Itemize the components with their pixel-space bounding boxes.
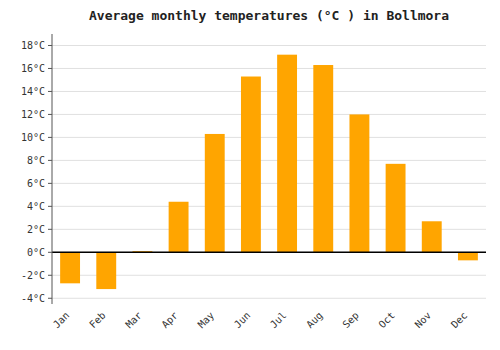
y-tick — [48, 229, 52, 230]
y-tick — [48, 206, 52, 207]
x-tick-label: May — [196, 310, 217, 331]
grid — [52, 45, 486, 298]
y-tick-label: -4°C — [21, 293, 45, 304]
x-tick-label: Feb — [87, 310, 108, 331]
chart-container: Average monthly temperatures (°C ) in Bo… — [0, 0, 500, 350]
grid-line — [52, 275, 486, 276]
y-tick — [48, 114, 52, 115]
x-tick-label: Dec — [449, 310, 470, 331]
bar — [349, 114, 369, 252]
y-tick-label: 16°C — [21, 63, 45, 74]
y-tick-label: 12°C — [21, 109, 45, 120]
grid-line — [52, 91, 486, 92]
bar — [422, 221, 442, 252]
y-axis — [52, 34, 53, 304]
y-tick-label: 2°C — [27, 224, 45, 235]
y-tick-label: 18°C — [21, 40, 45, 51]
grid-line — [52, 114, 486, 115]
y-tick — [48, 252, 52, 253]
y-tick — [48, 298, 52, 299]
y-tick — [48, 91, 52, 92]
y-tick-label: 10°C — [21, 132, 45, 143]
x-tick-label: Jan — [51, 310, 72, 331]
y-tick — [48, 183, 52, 184]
x-tick-label: Jun — [232, 310, 253, 331]
bar — [96, 252, 116, 289]
bars — [60, 55, 478, 289]
y-tick — [48, 137, 52, 138]
bar — [241, 77, 261, 253]
bar — [386, 164, 406, 252]
x-tick-label: Aug — [304, 310, 325, 331]
x-tick-label: Nov — [413, 310, 434, 331]
bar — [313, 65, 333, 252]
bar — [458, 252, 478, 260]
y-tick — [48, 68, 52, 69]
y-tick — [48, 45, 52, 46]
y-tick-label: -2°C — [21, 270, 45, 281]
grid-line — [52, 68, 486, 69]
x-tick-label: Mar — [123, 310, 144, 331]
grid-line — [52, 137, 486, 138]
y-tick-label: 14°C — [21, 86, 45, 97]
grid-line — [52, 252, 486, 253]
bar — [277, 55, 297, 253]
grid-line — [52, 206, 486, 207]
grid-line — [52, 45, 486, 46]
bar — [60, 252, 80, 283]
y-tick-label: 8°C — [27, 155, 45, 166]
title: Average monthly temperatures (°C ) in Bo… — [89, 8, 449, 23]
y-tick-label: 4°C — [27, 201, 45, 212]
chart: Average monthly temperatures (°C ) in Bo… — [0, 0, 500, 350]
bar — [169, 202, 189, 253]
y-tick-label: 0°C — [27, 247, 45, 258]
grid-line — [52, 229, 486, 230]
x-tick-label: Oct — [376, 310, 397, 331]
x-tick-label: Apr — [159, 310, 180, 331]
grid-line — [52, 160, 486, 161]
y-tick — [48, 275, 52, 276]
y-tick-label: 6°C — [27, 178, 45, 189]
x-tick-label: Sep — [340, 310, 361, 331]
y-tick — [48, 160, 52, 161]
x-tick-label: Jul — [268, 310, 289, 331]
grid-line — [52, 298, 486, 299]
bar — [205, 134, 225, 252]
zero-line — [52, 252, 486, 254]
grid-line — [52, 183, 486, 184]
